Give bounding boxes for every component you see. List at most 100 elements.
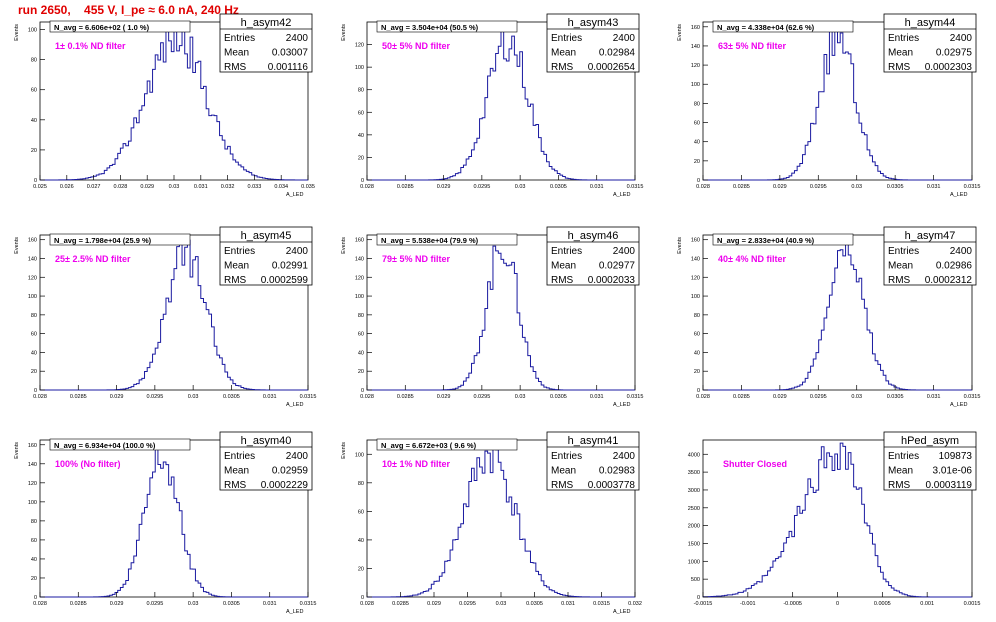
x-tick-label: 0.029 — [110, 601, 124, 607]
y-tick-label: 4000 — [688, 452, 700, 458]
y-tick-label: 20 — [31, 148, 37, 154]
navg-box — [376, 438, 518, 451]
x-tick-label: 0.028 — [360, 601, 374, 607]
y-tick-label: 140 — [691, 44, 700, 50]
y-tick-label: 40 — [358, 133, 364, 139]
x-tick-label: 0.0295 — [810, 184, 827, 190]
histogram-h_asym45: 0.028 0.0285 0.029 0.0295 0.03 0.0305 0.031 0.0… — [14, 226, 316, 408]
x-tick-label: 0.032 — [628, 601, 642, 607]
x-tick-label: 0.0015 — [964, 601, 981, 607]
histogram-h_asym43: 0.028 0.0285 0.029 0.0295 0.03 0.0305 0.031 0.0… — [341, 13, 643, 198]
x-tick-label: 0.0285 — [733, 394, 750, 400]
x-axis-label: A_LED — [950, 402, 967, 408]
x-tick-label: 0.028 — [114, 184, 128, 190]
stats-label: Entries — [551, 33, 582, 44]
stats-value: 2400 — [286, 246, 309, 257]
y-tick-label: 60 — [358, 110, 364, 116]
y-tick-label: 120 — [691, 63, 700, 69]
x-tick-label: 0.031 — [263, 394, 277, 400]
stats-value: 0.02977 — [599, 261, 636, 272]
stats-label: Entries — [551, 246, 582, 257]
filter-label: 25± 2.5% ND filter — [55, 254, 131, 264]
histogram-line — [703, 23, 972, 181]
stats-value: 2400 — [950, 246, 973, 257]
y-tick-label: 60 — [31, 538, 37, 544]
x-tick-label: 0.029 — [427, 601, 441, 607]
y-tick-label: 160 — [28, 238, 37, 244]
stats-box — [546, 431, 640, 491]
stats-box — [219, 431, 313, 491]
x-tick-label: 0.03 — [496, 601, 507, 607]
navg-box — [376, 233, 518, 246]
stats-value: 0.0002654 — [588, 62, 636, 73]
y-tick-label: 0 — [697, 388, 700, 394]
x-tick-label: 0.03 — [188, 394, 199, 400]
filter-label: 63± 5% ND filter — [718, 41, 786, 51]
y-axis-label: Events — [14, 237, 20, 254]
x-tick-label: 0.0315 — [964, 394, 981, 400]
stats-value: 3.01e-06 — [933, 466, 973, 477]
y-tick-label: 100 — [355, 452, 364, 458]
y-tick-label: 20 — [694, 369, 700, 375]
x-tick-label: 0.0285 — [733, 184, 750, 190]
x-tick-label: 0.033 — [248, 184, 262, 190]
stats-label: Entries — [224, 451, 255, 462]
stats-label: Entries — [888, 451, 919, 462]
stats-value: 0.0003778 — [588, 480, 636, 491]
x-tick-label: 0.027 — [87, 184, 101, 190]
x-tick-label: 0.034 — [274, 184, 288, 190]
stats-box — [219, 13, 313, 73]
y-tick-label: 1000 — [688, 559, 700, 565]
filter-label: 79± 5% ND filter — [382, 254, 450, 264]
histogram-h_asym47: 0.028 0.0285 0.029 0.0295 0.03 0.0305 0.031 0.0… — [677, 226, 981, 408]
x-tick-label: 0.0315 — [627, 394, 644, 400]
x-tick-label: 0.032 — [221, 184, 235, 190]
y-tick-label: 0 — [34, 388, 37, 394]
navg-box — [49, 438, 191, 451]
stats-value: 0.001116 — [268, 62, 309, 73]
x-tick-label: 0.0305 — [550, 394, 567, 400]
stats-title: h_asym46 — [568, 230, 619, 242]
y-tick-label: 160 — [28, 443, 37, 449]
x-tick-label: -0.0005 — [783, 601, 802, 607]
y-tick-label: 120 — [355, 43, 364, 49]
navg-label: N_avg = 1.798e+04 (25.9 %) — [54, 236, 152, 245]
stats-label: Entries — [888, 246, 919, 257]
x-tick-label: 0.001 — [920, 601, 934, 607]
x-tick-label: 0.029 — [773, 394, 787, 400]
stats-title: h_asym43 — [568, 17, 619, 29]
stats-label: Mean — [888, 466, 913, 477]
x-tick-label: 0.03 — [515, 394, 526, 400]
x-axis-label: A_LED — [613, 192, 630, 198]
histogram-h_asym41: 0.028 0.0285 0.029 0.0295 0.03 0.0305 0.031 0.0… — [341, 431, 642, 615]
y-tick-label: 0 — [34, 178, 37, 184]
x-tick-label: 0.0305 — [223, 394, 240, 400]
y-tick-label: 120 — [355, 275, 364, 281]
x-tick-label: -0.001 — [740, 601, 756, 607]
filter-label: 40± 4% ND filter — [718, 254, 786, 264]
x-tick-label: 0.0305 — [550, 184, 567, 190]
x-axis-label: A_LED — [613, 609, 630, 615]
histogram-line — [702, 442, 972, 598]
stats-label: RMS — [224, 62, 247, 73]
histogram-h_asym40: 0.028 0.0285 0.029 0.0295 0.03 0.0305 0.031 0.0… — [14, 431, 316, 615]
x-tick-label: 0.028 — [696, 394, 710, 400]
y-tick-label: 60 — [358, 509, 364, 515]
stats-value: 2400 — [950, 33, 973, 44]
stats-label: RMS — [888, 62, 911, 73]
y-tick-label: 3500 — [688, 470, 700, 476]
x-tick-label: 0.028 — [33, 601, 47, 607]
stats-value: 0.02986 — [936, 261, 973, 272]
x-tick-label: 0.0295 — [473, 184, 490, 190]
filter-label: 10± 1% ND filter — [382, 459, 450, 469]
stats-title: h_asym45 — [241, 230, 292, 242]
x-axis-label: A_LED — [286, 192, 303, 198]
y-tick-label: 100 — [28, 294, 37, 300]
histogram-h_asym46: 0.028 0.0285 0.029 0.0295 0.03 0.0305 0.031 0.0… — [341, 226, 644, 408]
x-tick-label: 0.035 — [301, 184, 315, 190]
stats-value: 2400 — [286, 451, 309, 462]
y-axis-label: Events — [677, 237, 683, 254]
x-tick-label: 0.031 — [927, 394, 941, 400]
stats-label: Mean — [224, 466, 249, 477]
